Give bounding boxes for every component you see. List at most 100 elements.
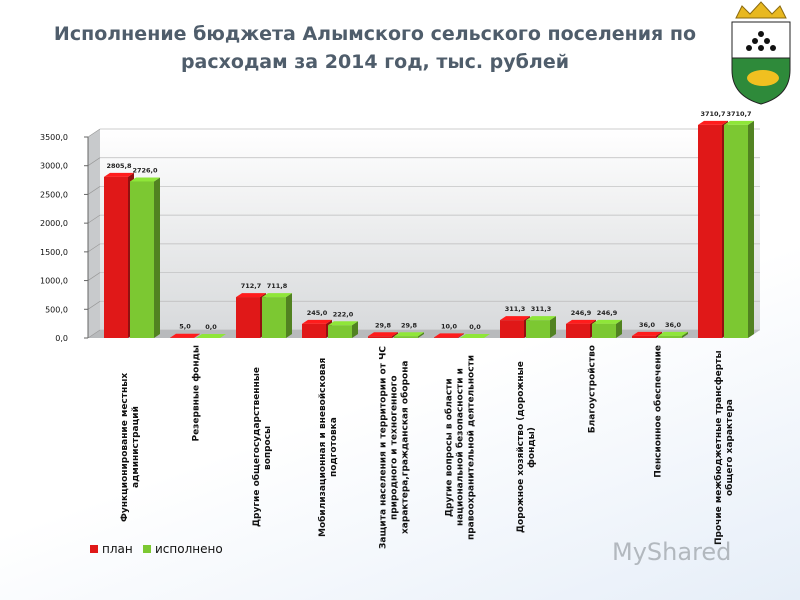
watermark: MyShared	[612, 538, 732, 566]
bar-top	[130, 177, 160, 182]
bar-top	[368, 332, 398, 337]
value-label: 245,0	[307, 309, 328, 317]
bar-top	[196, 334, 226, 338]
x-tick-label: Другие общегосударственные вопросы	[252, 367, 273, 528]
value-label: 712,7	[241, 282, 262, 290]
bar	[632, 335, 656, 338]
bar	[434, 337, 458, 338]
bar-top	[500, 316, 530, 321]
value-label: 246,9	[571, 309, 592, 317]
x-tick-label: Дорожное хозяйство (дорожные фонды)	[516, 361, 537, 534]
bar-side	[352, 321, 358, 338]
bar-top	[394, 332, 424, 337]
bar	[104, 176, 128, 338]
value-label: 0,0	[469, 323, 481, 331]
side-wall	[88, 129, 100, 338]
bar-top	[526, 316, 556, 321]
chart-title: Исполнение бюджета Алымского сельского п…	[53, 23, 697, 73]
bar-side	[748, 120, 754, 338]
value-label: 222,0	[333, 310, 354, 318]
grid-line	[87, 186, 101, 195]
bar	[526, 320, 550, 338]
bar	[500, 320, 524, 338]
bar-side	[154, 177, 160, 338]
bar-top	[632, 331, 662, 336]
bar-side	[458, 333, 464, 338]
y-tick-label: 2000,0	[40, 219, 68, 228]
bar-top	[262, 293, 292, 298]
bar-top	[658, 331, 688, 336]
value-label: 0,0	[205, 323, 217, 331]
value-label: 311,3	[505, 305, 526, 313]
y-tick-label: 3000,0	[40, 162, 68, 171]
bar	[368, 336, 392, 338]
bar-side	[392, 332, 398, 338]
grid-line	[87, 243, 101, 253]
grid-line	[87, 329, 101, 339]
bar	[592, 323, 616, 338]
legend-item: исполнено	[143, 542, 223, 556]
y-tick-label: 500,0	[45, 305, 68, 314]
bar-side	[418, 332, 424, 338]
bar-side	[550, 316, 556, 338]
bar	[724, 124, 748, 338]
bar-top	[460, 334, 490, 338]
bar-top	[236, 293, 266, 298]
legend-swatch	[90, 545, 98, 553]
bar-side	[194, 333, 200, 338]
bar	[658, 335, 682, 338]
value-label: 2805,8	[106, 162, 132, 170]
bar-side	[616, 319, 622, 338]
bar-top	[724, 120, 754, 125]
x-tick-label: Прочие межбюджетные трансферты общего ха…	[714, 350, 735, 545]
bar-top	[170, 333, 200, 338]
bar-top	[698, 120, 728, 125]
y-tick-label: 1500,0	[40, 248, 68, 257]
bar-side	[656, 331, 662, 338]
grid-line	[87, 157, 101, 167]
value-label: 246,9	[597, 309, 618, 317]
bar	[236, 297, 260, 338]
plot-area	[88, 129, 760, 338]
value-label: 29,8	[401, 321, 418, 329]
legend-label: исполнено	[155, 542, 223, 556]
bar	[262, 297, 286, 338]
grid-line	[87, 214, 101, 224]
bar	[130, 181, 154, 338]
bar	[698, 124, 722, 338]
bar	[328, 325, 352, 338]
x-tick-label: Защита населения и территории от ЧС прир…	[378, 346, 411, 549]
value-label: 36,0	[665, 321, 682, 329]
bar	[566, 323, 590, 338]
y-tick-label: 1000,0	[40, 277, 68, 286]
value-label: 3710,7	[726, 110, 751, 118]
bar-top	[328, 321, 358, 326]
y-tick-label: 3500,0	[40, 133, 68, 142]
bar	[394, 336, 418, 338]
bar-top	[104, 172, 134, 177]
bar-top	[566, 319, 596, 324]
x-tick-label: Функционирование местных администраций	[120, 372, 141, 523]
legend-swatch	[143, 545, 151, 553]
bar-top	[592, 319, 622, 324]
x-tick-label: Резервные фонды	[191, 345, 202, 442]
value-label: 10,0	[441, 322, 458, 330]
x-tick-label: Благоустройство	[587, 345, 598, 434]
value-label: 29,8	[375, 321, 392, 329]
x-tick-label: Мобилизационная и вневойсковая подготовк…	[318, 357, 339, 538]
bar-top	[434, 333, 464, 338]
y-tick-label: 2500,0	[40, 190, 68, 199]
x-tick-label: Другие вопросы в области национальной бе…	[444, 354, 477, 541]
grid-line	[87, 300, 101, 310]
coat-of-arms	[731, 1, 791, 105]
value-label: 5,0	[179, 323, 191, 331]
back-wall	[100, 129, 760, 330]
x-tick-label: Пенсионное обеспечение	[653, 345, 664, 478]
y-tick-label: 0,0	[55, 334, 68, 343]
bar-side	[682, 331, 688, 338]
legend-item: план	[90, 542, 133, 556]
value-label: 36,0	[639, 321, 656, 329]
grid-line	[87, 272, 101, 281]
